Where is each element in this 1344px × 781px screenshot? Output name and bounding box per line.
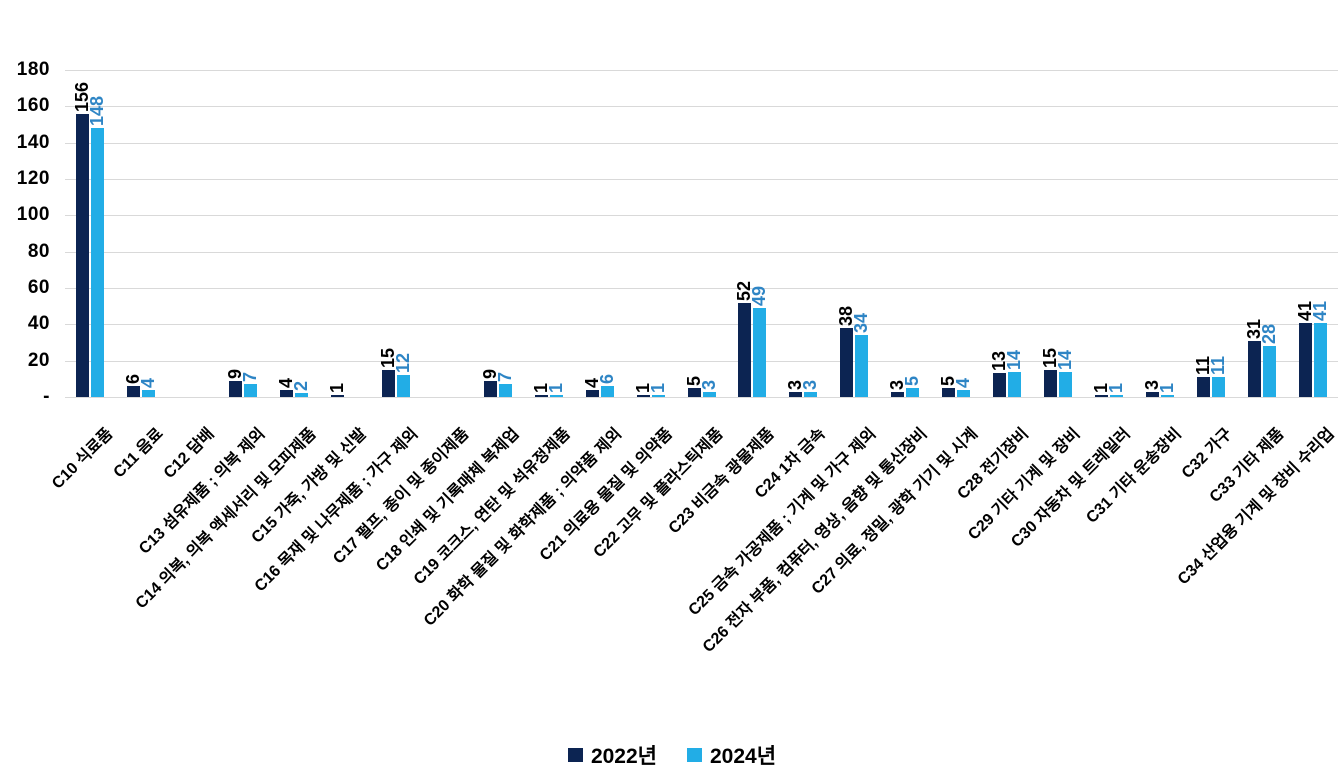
legend-item-2024: 2024년 xyxy=(687,740,776,770)
bar-2024 xyxy=(855,335,869,397)
bar-value-label-2024: 148 xyxy=(87,96,108,127)
bar-2024 xyxy=(142,389,156,397)
bar-2022 xyxy=(76,113,90,397)
bar-2024 xyxy=(295,393,309,397)
y-axis-tick-label: 40 xyxy=(27,313,50,335)
bar-2024 xyxy=(549,395,563,397)
bar-value-label-2024: 1 xyxy=(647,383,668,394)
bar-2022 xyxy=(738,302,752,397)
bar-2024 xyxy=(1160,395,1174,397)
gridline xyxy=(65,215,1338,217)
bar-2022 xyxy=(1094,395,1108,397)
bar-2022 xyxy=(1043,369,1057,397)
gridline xyxy=(65,360,1338,362)
bar-2022 xyxy=(1247,340,1261,397)
gridline xyxy=(65,251,1338,253)
bar-2022 xyxy=(534,395,548,397)
y-axis-tick-label: 100 xyxy=(16,204,50,226)
bar-2022 xyxy=(1298,322,1312,397)
gridline xyxy=(65,288,1338,289)
bar-value-label-2024: 34 xyxy=(851,313,872,334)
bar-value-label-2024: 49 xyxy=(749,285,770,306)
y-axis-tick-label: 140 xyxy=(16,131,50,153)
bar-value-label-2024: 11 xyxy=(1207,356,1228,376)
legend-swatch-2024 xyxy=(687,748,702,762)
bar-value-label-2024: 3 xyxy=(698,379,719,390)
bar-2024 xyxy=(1008,371,1022,397)
bar-2024 xyxy=(1211,377,1225,397)
legend-swatch-2022 xyxy=(567,748,583,762)
bar-2024 xyxy=(1262,346,1276,397)
bar-value-label-2024: 4 xyxy=(953,377,974,388)
bar-value-label-2022: 1 xyxy=(327,383,348,394)
bar-value-label-2024: 6 xyxy=(596,374,617,385)
y-axis-tick-label: 80 xyxy=(27,240,50,262)
bar-2022 xyxy=(891,391,905,397)
bar-2024 xyxy=(1313,322,1327,397)
x-axis-category-label: C10 식료품 xyxy=(48,425,116,493)
bar-2022 xyxy=(993,373,1007,397)
bar-value-label-2024: 41 xyxy=(1309,300,1330,321)
x-axis-category-label: C11 음료 xyxy=(110,425,167,482)
legend-item-2022: 2022년 xyxy=(567,740,657,770)
bar-2024 xyxy=(600,386,614,397)
bar-2022 xyxy=(229,380,243,397)
bar-value-label-2024: 12 xyxy=(392,353,413,374)
bar-2024 xyxy=(1109,395,1123,397)
bar-2024 xyxy=(651,395,665,397)
bar-2022 xyxy=(840,327,854,397)
bar-value-label-2024: 28 xyxy=(1258,324,1279,345)
bar-2024 xyxy=(804,391,818,397)
y-axis-tick-label: 180 xyxy=(16,59,50,80)
bar-2024 xyxy=(498,384,512,397)
bar-2022 xyxy=(942,387,956,397)
bar-2024 xyxy=(906,387,920,397)
bar-value-label-2024: 2 xyxy=(291,381,312,392)
bar-2022 xyxy=(280,389,294,397)
gridline xyxy=(65,106,1338,108)
y-axis-tick-label: 20 xyxy=(27,349,50,371)
bar-2022 xyxy=(636,395,650,397)
gridline xyxy=(65,324,1338,326)
bar-2024 xyxy=(957,389,971,397)
bar-2022 xyxy=(585,389,599,397)
gridline xyxy=(65,179,1338,180)
y-axis-tick-label: 60 xyxy=(27,277,50,298)
bar-2022 xyxy=(127,386,141,397)
y-axis-tick-label: 120 xyxy=(16,168,50,189)
gridline xyxy=(65,397,1338,398)
bar-value-label-2024: 7 xyxy=(240,372,261,383)
bar-2022 xyxy=(1196,377,1210,397)
bar-value-label-2024: 14 xyxy=(1004,349,1025,370)
bar-2022 xyxy=(331,395,345,397)
bar-value-label-2024: 1 xyxy=(545,383,566,394)
bar-value-label-2024: 1 xyxy=(1156,383,1177,394)
legend: 2022년 2024년 xyxy=(0,740,1344,770)
y-axis-tick-label: - xyxy=(43,386,50,407)
bar-value-label-2024: 7 xyxy=(494,372,515,383)
bar-2024 xyxy=(1058,371,1072,397)
bar-value-label-2024: 14 xyxy=(1054,349,1075,370)
bar-2024 xyxy=(753,307,767,397)
legend-label-2024: 2024년 xyxy=(710,745,777,768)
bar-value-label-2024: 5 xyxy=(902,375,923,386)
bar-value-label-2024: 4 xyxy=(138,377,159,388)
y-axis-tick-label: 160 xyxy=(16,95,50,117)
bar-2024 xyxy=(91,128,105,397)
bar-2022 xyxy=(789,391,803,397)
bar-2022 xyxy=(381,369,395,397)
bar-2022 xyxy=(687,387,701,397)
bar-2022 xyxy=(483,380,497,397)
bar-value-label-2024: 1 xyxy=(1105,383,1126,394)
bar-2022 xyxy=(1145,391,1159,397)
bar-2024 xyxy=(396,375,410,397)
bar-value-label-2024: 3 xyxy=(800,379,821,390)
legend-label-2022: 2022년 xyxy=(590,745,657,768)
bar-2024 xyxy=(244,384,258,397)
bar-2024 xyxy=(702,391,716,397)
gridline xyxy=(65,70,1338,71)
gridline xyxy=(65,142,1338,144)
